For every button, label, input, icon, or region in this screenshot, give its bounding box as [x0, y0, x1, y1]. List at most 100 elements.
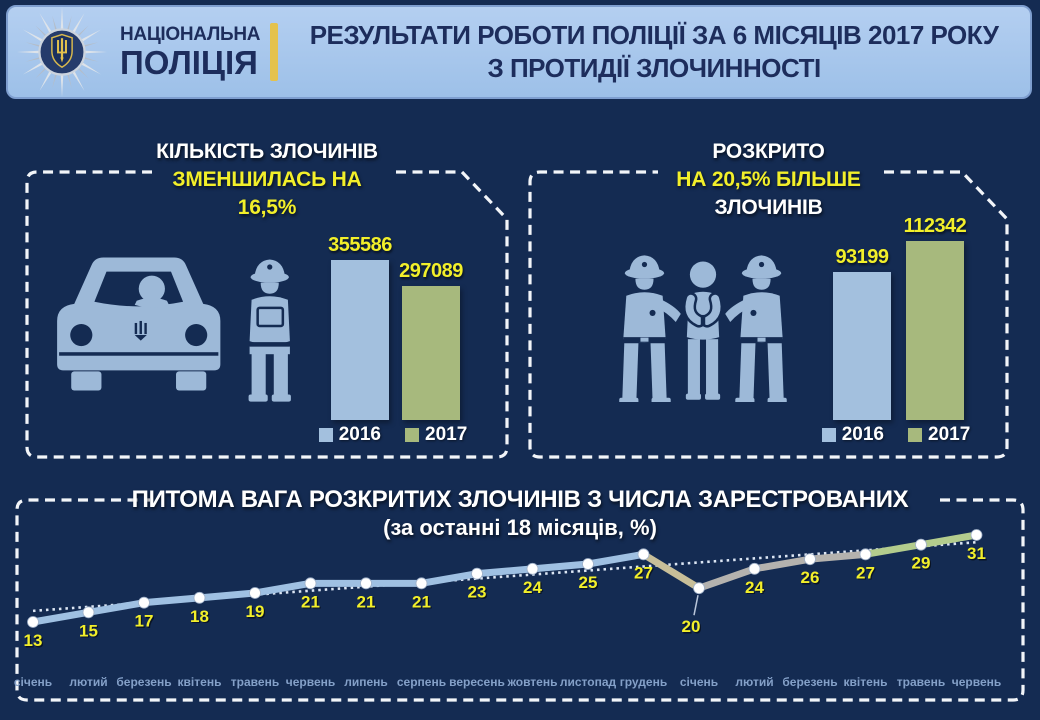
chart-point: [915, 538, 927, 551]
chart-value-label: 19: [246, 602, 265, 621]
crimes-title-yellow1: ЗМЕНШИЛАСЬ НА: [172, 168, 362, 191]
month-label: вересень: [449, 675, 505, 689]
chart-value-shadow: 17: [136, 613, 155, 632]
chart-point: [859, 548, 872, 561]
line-segment: [29, 608, 92, 626]
chart-point: [970, 529, 983, 541]
line-segment: [529, 560, 592, 573]
month-label: лютий: [735, 675, 773, 689]
chart-point: [82, 606, 95, 619]
chart-point: [193, 591, 206, 604]
chart-value-label: 20: [682, 617, 701, 636]
month-label: лютий: [69, 675, 107, 689]
legend: 2016 2017: [778, 424, 1014, 446]
month-label: червень: [952, 675, 1002, 689]
chart-value-shadow: 21: [413, 594, 432, 613]
bottom-panel-border: [15, 498, 1025, 702]
share-title-line2: (за останні 18 місяців, %): [383, 515, 657, 540]
org-name-line2: ПОЛІЦІЯ: [120, 44, 258, 81]
line-segment: [806, 550, 869, 563]
officer-left-silhouette: [619, 255, 681, 402]
chart-point: [471, 567, 483, 580]
crimes-title-yellow2: 16,5%: [237, 196, 297, 219]
crimes-panel-title: КІЛЬКІСТЬ ЗЛОЧИНІВ ЗМЕНШИЛАСЬ НА 16,5%: [27, 138, 507, 222]
chart-point: [27, 616, 39, 628]
legend-label-2016: 2016: [338, 424, 381, 445]
legend-label-2017: 2017: [425, 424, 468, 445]
crimes-title-white: КІЛЬКІСТЬ ЗЛОЧИНІВ: [156, 140, 378, 163]
header: НАЦІОНАЛЬНА ПОЛІЦІЯ РЕЗУЛЬТАТИ РОБОТИ ПО…: [6, 5, 1032, 99]
chart-point: [637, 548, 650, 561]
bar-2017-value: 297089: [399, 260, 463, 282]
line-segment: [85, 599, 148, 616]
month-label: грудень: [620, 675, 667, 689]
month-label: липень: [344, 675, 388, 689]
solved-title-white1: РОЗКРИТО: [712, 140, 825, 163]
chart-value-shadow: 24: [524, 579, 543, 598]
org-name: НАЦІОНАЛЬНА ПОЛІЦІЯ: [120, 25, 260, 79]
handcuffs-icon: [700, 314, 706, 326]
line-segment: [695, 565, 758, 592]
chart-point: [582, 558, 594, 570]
legend-item-2017: 2017: [405, 424, 467, 446]
chart-value-shadow: 21: [358, 594, 377, 613]
chart-point: [748, 562, 761, 575]
page-title: РЕЗУЛЬТАТИ РОБОТИ ПОЛІЦІЇ ЗА 6 МІСЯЦІВ 2…: [292, 19, 1030, 85]
bar-2016-column: 93199: [804, 246, 920, 420]
month-label: січень: [680, 675, 718, 689]
solved-panel: РОЗКРИТО НА 20,5% БІЛЬШЕ ЗЛОЧИНІВ: [530, 140, 1007, 457]
trident-emblem-icon: [134, 320, 147, 341]
chart-value-label: 23: [468, 583, 487, 602]
bar-2016: [331, 260, 389, 420]
month-label: квітень: [844, 675, 888, 689]
chart-point: [138, 596, 150, 609]
share-title-line1: ПИТОМА ВАГА РОЗКРИТИХ ЗЛОЧИНІВ З ЧИСЛА З…: [131, 486, 909, 513]
chart-value-label: 27: [856, 563, 875, 582]
bar-2016-value: 355586: [328, 234, 392, 256]
page-title-line2: З ПРОТИДІЇ ЗЛОЧИННОСТІ: [487, 53, 821, 83]
chart-value-shadow: 31: [968, 545, 987, 564]
line-segment: [917, 531, 980, 549]
left-panel-border: [25, 170, 509, 459]
driver-silhouette: [134, 275, 169, 308]
chart-value-shadow: 27: [635, 565, 654, 584]
legend-label-2016: 2016: [841, 424, 884, 445]
share-panel-title: ПИТОМА ВАГА РОЗКРИТИХ ЗЛОЧИНІВ З ЧИСЛА З…: [17, 487, 1023, 543]
line-segment: [584, 550, 647, 568]
chart-value-label: 21: [357, 592, 376, 611]
legend-item-2016: 2016: [318, 424, 381, 446]
solved-panel-title: РОЗКРИТО НА 20,5% БІЛЬШЕ ЗЛОЧИНІВ: [530, 138, 1007, 222]
chart-value-shadow: 21: [302, 594, 321, 613]
line-segment: [140, 594, 203, 607]
line-segment: [473, 565, 536, 578]
chart-value-shadow: 13: [25, 632, 44, 651]
officer-right-silhouette: [725, 255, 787, 402]
chart-value-label: 27: [634, 563, 653, 582]
chart-value-shadow: 29: [913, 555, 932, 574]
bar-2017-column: 112342: [877, 215, 993, 420]
chart-point: [804, 553, 816, 566]
chart-value-label: 15: [79, 621, 98, 640]
chart-value-label: 24: [523, 578, 542, 597]
chart-point: [360, 577, 372, 590]
chart-value-shadow: 26: [802, 570, 821, 589]
arrest-escort-icon: [619, 255, 787, 402]
bar-2017-value: 112342: [903, 215, 967, 237]
chart-value-label: 25: [579, 573, 598, 592]
chart-value-label: 21: [301, 592, 320, 611]
chart-value-shadow: 24: [746, 579, 765, 598]
month-label: жовтень: [507, 675, 558, 689]
traffic-stop-icon: [57, 257, 291, 402]
line-segment: [251, 579, 314, 597]
chart-value-label: 31: [967, 544, 986, 563]
bar-2016-value: 93199: [835, 246, 889, 268]
chart-value-shadow: 25: [580, 574, 599, 593]
chart-value-shadow: 19: [247, 603, 266, 622]
org-name-line1: НАЦІОНАЛЬНА: [120, 24, 261, 45]
legend-item-2017: 2017: [908, 424, 970, 446]
chart-value-label: 17: [135, 612, 154, 631]
share-panel: ПИТОМА ВАГА РОЗКРИТИХ ЗЛОЧИНІВ З ЧИСЛА З…: [14, 487, 1023, 700]
